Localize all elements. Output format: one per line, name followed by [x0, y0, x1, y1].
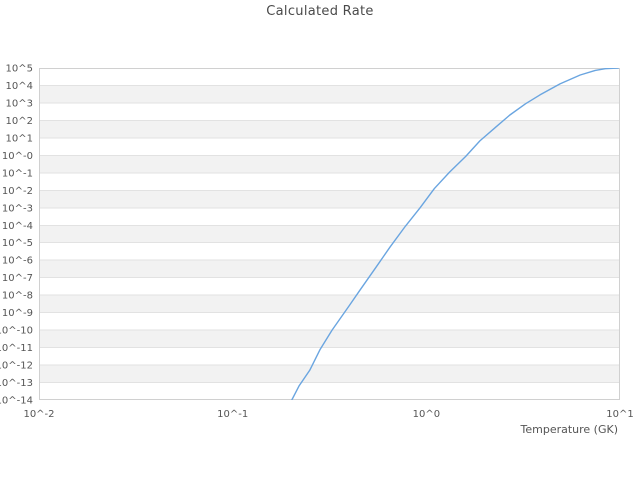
x-axis-title: Temperature (GK) — [520, 423, 619, 436]
grid-band — [39, 295, 620, 313]
grid-band — [39, 260, 620, 278]
grid-band — [39, 155, 620, 173]
x-tick-label: 10^-1 — [217, 409, 248, 420]
grid-band — [39, 190, 620, 208]
y-tick-label: 10^-1 — [2, 168, 33, 179]
grid-band — [39, 365, 620, 383]
y-tick-label: 10^-7 — [2, 273, 33, 284]
y-tick-label: 10^-5 — [2, 238, 33, 249]
chart-title: Calculated Rate — [266, 4, 374, 19]
y-tick-label: 10^-14 — [0, 396, 33, 407]
x-tick-label: 10^1 — [606, 409, 633, 420]
y-tick-label: 10^3 — [6, 98, 33, 109]
x-tick-label: 10^0 — [413, 409, 440, 420]
y-tick-label: 10^-2 — [2, 186, 33, 197]
y-tick-label: 10^4 — [6, 81, 33, 92]
y-tick-label: 10^5 — [6, 64, 33, 75]
y-tick-label: 10^-3 — [2, 203, 33, 214]
grid-band — [39, 85, 620, 103]
y-tick-label: 10^1 — [6, 133, 33, 144]
y-tick-label: 10^-8 — [2, 291, 33, 302]
y-tick-label: 10^2 — [6, 116, 33, 127]
y-tick-label: 10^-6 — [2, 256, 33, 267]
y-tick-label: 10^-12 — [0, 361, 33, 372]
plot-border — [39, 68, 620, 400]
y-tick-label: 10^-4 — [2, 221, 33, 232]
rate-curve — [291, 68, 619, 400]
y-tick-label: 10^-13 — [0, 378, 33, 389]
y-tick-label: 10^-9 — [2, 308, 33, 319]
grid-band — [39, 225, 620, 243]
y-tick-label: 10^-0 — [2, 151, 33, 162]
y-tick-label: 10^-10 — [0, 326, 33, 337]
x-tick-label: 10^-2 — [23, 409, 54, 420]
grid-band — [39, 330, 620, 348]
y-tick-label: 10^-11 — [0, 343, 33, 354]
grid-band — [39, 120, 620, 138]
